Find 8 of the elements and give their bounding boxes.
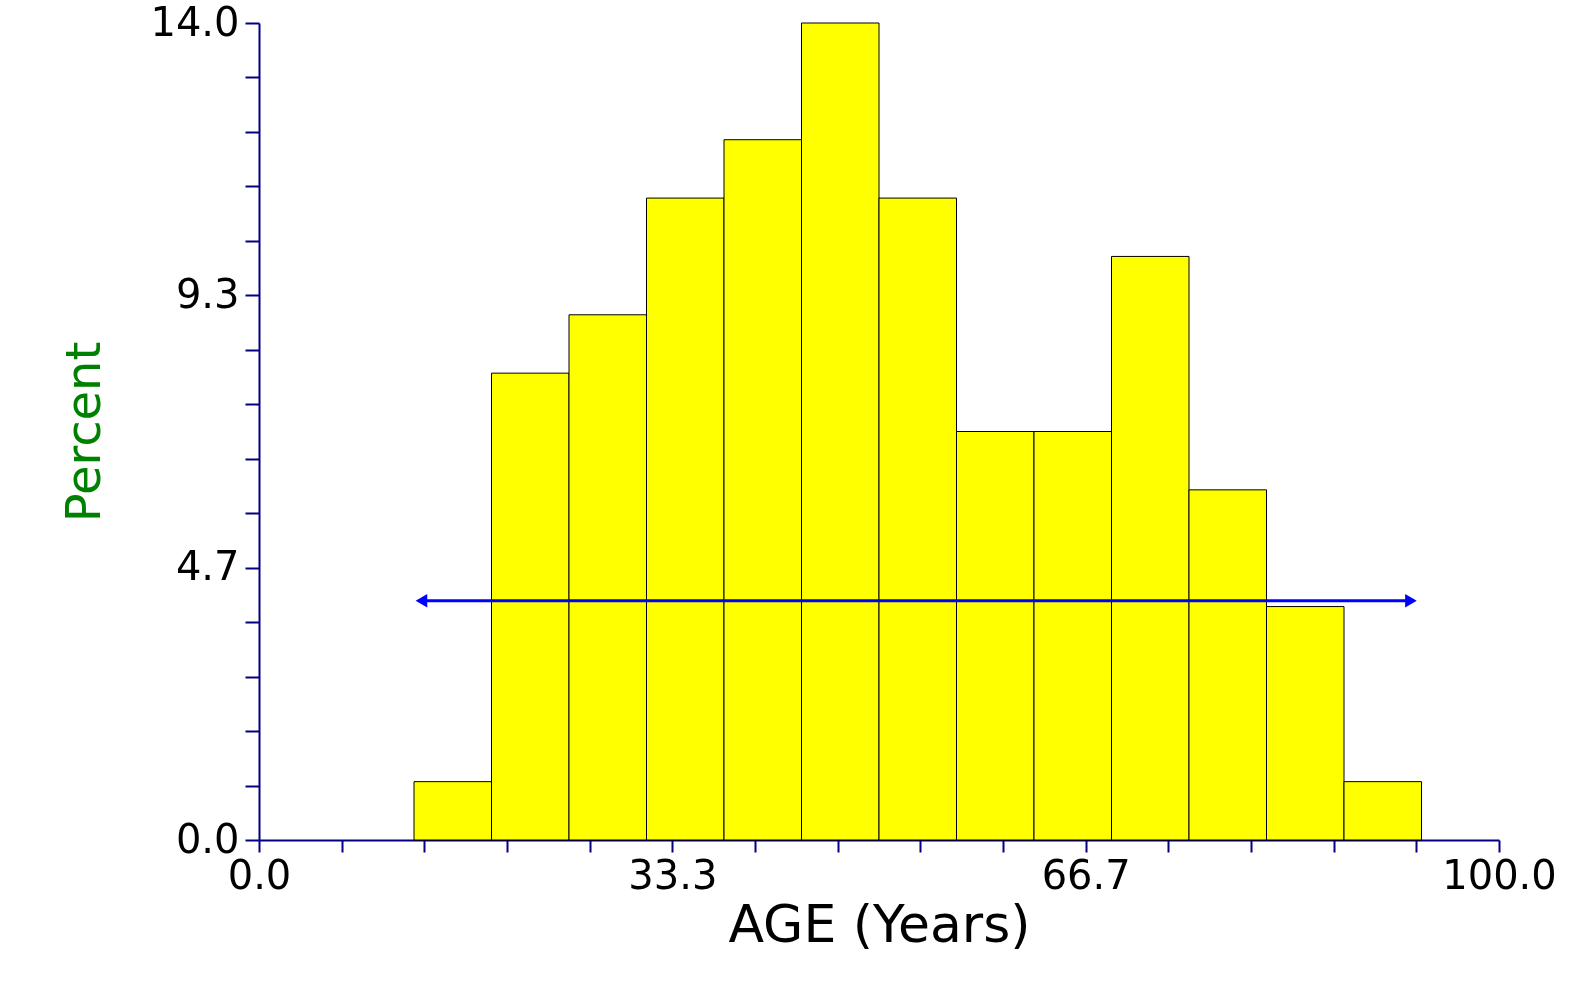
y-tick-label: 14.0 bbox=[150, 0, 240, 45]
x-axis-title: AGE (Years) bbox=[728, 893, 1031, 954]
y-tick-label: 4.7 bbox=[175, 543, 240, 590]
y-axis-title: Percent bbox=[55, 341, 112, 523]
x-tick-label: 66.7 bbox=[1041, 851, 1131, 898]
y-tick-label: 9.3 bbox=[175, 270, 240, 317]
x-tick-label: 100.0 bbox=[1442, 851, 1557, 898]
x-tick-label: 33.3 bbox=[628, 851, 718, 898]
